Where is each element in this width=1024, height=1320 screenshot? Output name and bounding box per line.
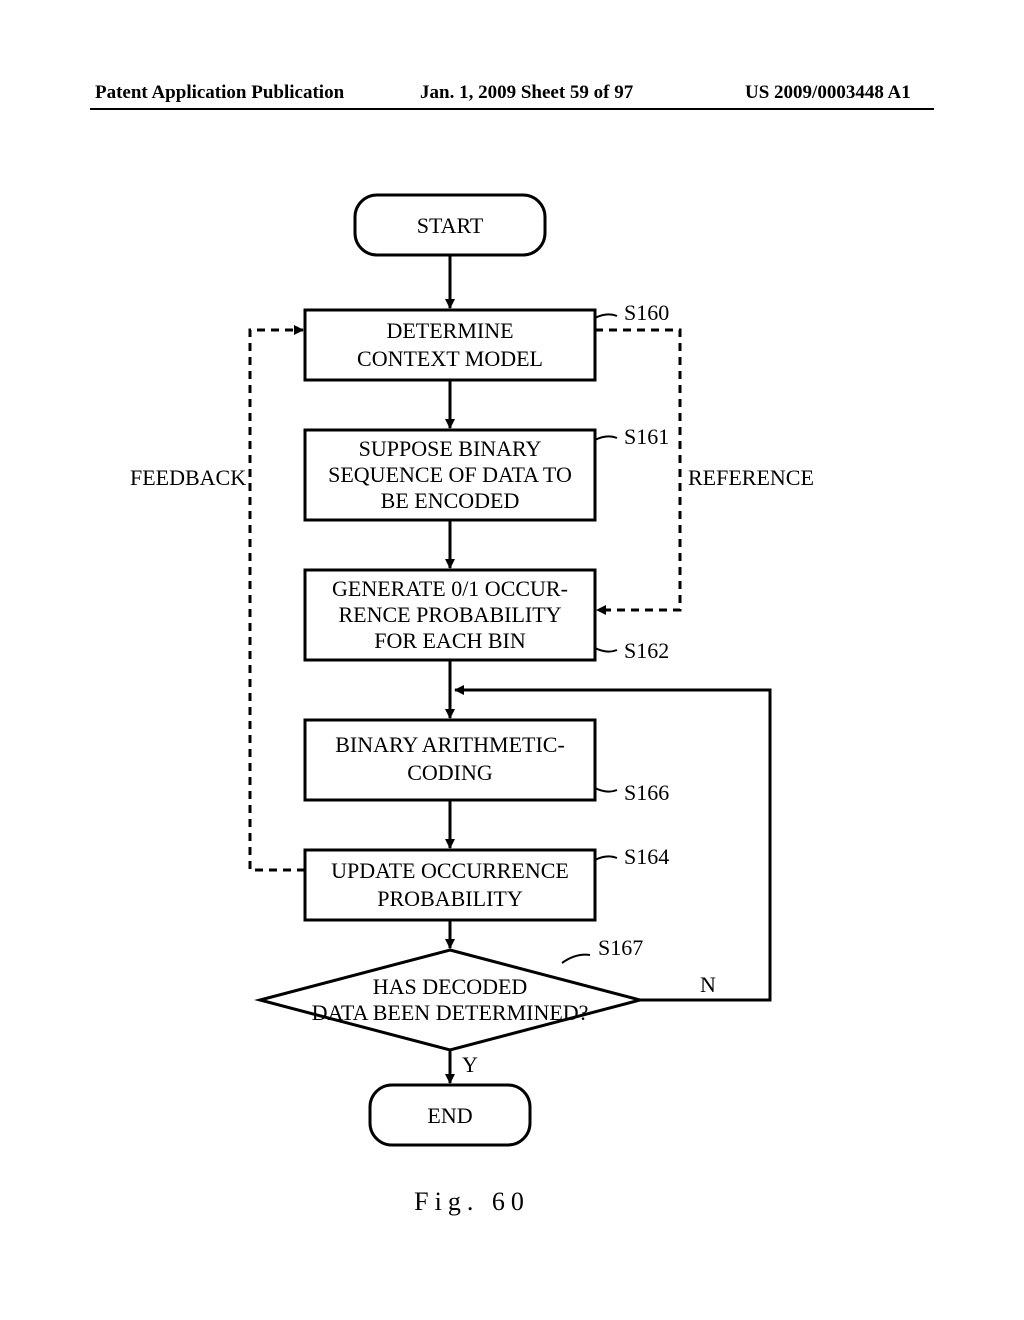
feedback-dashed-edge: [250, 330, 305, 870]
flowchart: START DETERMINE CONTEXT MODEL S160 SUPPO…: [0, 0, 1024, 1320]
decision-yes-label: Y: [462, 1052, 478, 1077]
s162-line3: FOR EACH BIN: [374, 628, 526, 653]
reference-label: REFERENCE: [688, 465, 814, 490]
s167-leader: [562, 955, 590, 963]
s161-line1: SUPPOSE BINARY: [359, 436, 542, 461]
s164-leader: [595, 856, 617, 860]
s161-step-label: S161: [624, 424, 669, 449]
s166-step-label: S166: [624, 780, 669, 805]
s161-line3: BE ENCODED: [381, 488, 520, 513]
s160-leader: [595, 314, 617, 318]
start-label: START: [417, 213, 484, 238]
s161-line2: SEQUENCE OF DATA TO: [328, 462, 572, 487]
s162-line1: GENERATE 0/1 OCCUR-: [332, 576, 568, 601]
s160-step-label: S160: [624, 300, 669, 325]
s162-leader: [595, 648, 617, 652]
s167-line1: HAS DECODED: [373, 974, 528, 999]
s167-line2: DATA BEEN DETERMINED?: [312, 1000, 589, 1025]
figure-caption: Fig. 60: [414, 1187, 530, 1216]
reference-dashed-edge: [595, 330, 680, 610]
end-label: END: [427, 1103, 472, 1128]
s166-line2: CODING: [407, 760, 493, 785]
s164-line2: PROBABILITY: [377, 886, 523, 911]
s164-line1: UPDATE OCCURRENCE: [331, 858, 569, 883]
s160-line2: CONTEXT MODEL: [357, 346, 543, 371]
feedback-label: FEEDBACK: [130, 465, 246, 490]
s166-line1: BINARY ARITHMETIC-: [335, 732, 565, 757]
page: Patent Application Publication Jan. 1, 2…: [0, 0, 1024, 1320]
s162-step-label: S162: [624, 638, 669, 663]
decision-no-label: N: [700, 972, 716, 997]
s162-line2: RENCE PROBABILITY: [338, 602, 561, 627]
s161-leader: [595, 436, 617, 440]
s167-step-label: S167: [598, 935, 643, 960]
s164-step-label: S164: [624, 844, 669, 869]
s166-leader: [595, 788, 617, 792]
s160-line1: DETERMINE: [386, 318, 513, 343]
